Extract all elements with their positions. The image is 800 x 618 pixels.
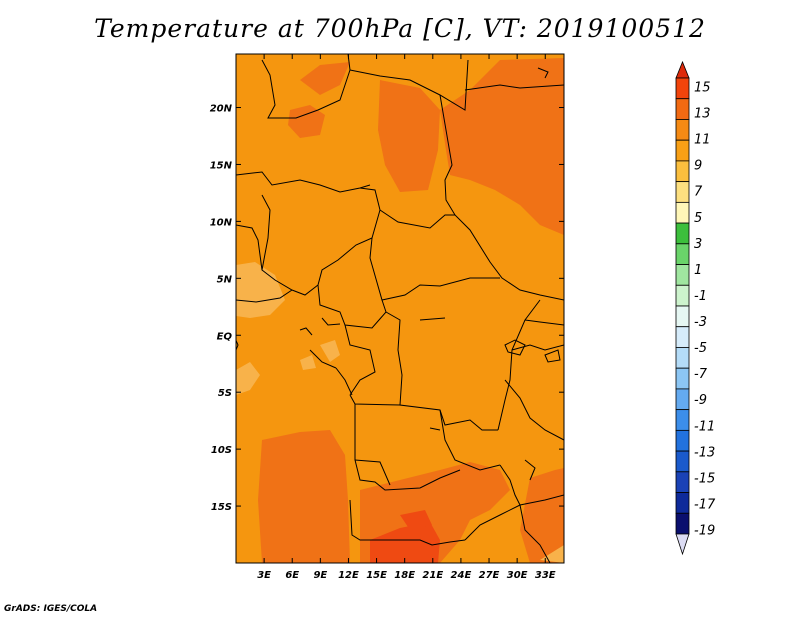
lat-tick-label: 15N <box>210 160 233 171</box>
colorbar-label: -15 <box>694 471 715 486</box>
colorbar-segment <box>675 181 690 203</box>
lat-tick-label: 10N <box>210 217 233 228</box>
colorbar-bottom-arrow <box>675 533 690 556</box>
lon-tick-label: 12E <box>338 570 359 581</box>
colorbar-label: -5 <box>694 341 707 356</box>
lon-tick-label: 18E <box>394 570 415 581</box>
colorbar-label: -7 <box>694 367 708 382</box>
longitude-axis: 3E 6E 9E 12E 15E 18E 21E 24E 27E 30E 33E <box>257 54 556 581</box>
colorbar-label: 13 <box>694 107 711 122</box>
colorbar-label: 7 <box>694 185 703 200</box>
colorbar-segment <box>675 347 690 369</box>
lon-tick-label: 9E <box>313 570 327 581</box>
colorbar-label: -19 <box>694 524 715 539</box>
lon-tick-label: 30E <box>507 570 528 581</box>
lat-tick-label: 5N <box>217 274 233 285</box>
colorbar-label: -9 <box>694 393 707 408</box>
colorbar-label: -17 <box>694 497 716 512</box>
colorbar-segment <box>675 139 690 162</box>
colorbar-segment <box>675 471 690 493</box>
colorbar-label: 1 <box>694 263 702 278</box>
colorbar-segment <box>675 409 690 431</box>
colorbar-segment <box>675 201 690 224</box>
colorbar-label: -13 <box>694 445 715 460</box>
colorbar-segment <box>675 367 690 390</box>
colorbar-segment <box>675 160 690 183</box>
chart-title: Temperature at 700hPa [C], VT: 201910051… <box>94 14 706 43</box>
colorbar-segment <box>675 326 690 348</box>
colorbar: 15 13 11 9 7 5 3 1 -1 -3 -5 -7 -9 -11 -13 -15 -17 -19 <box>675 60 716 556</box>
lat-tick-label: 10S <box>211 445 232 456</box>
lat-tick-label: EQ <box>217 331 233 342</box>
lon-tick-label: 15E <box>366 570 387 581</box>
temperature-field <box>236 54 564 563</box>
colorbar-segment <box>675 264 690 286</box>
footer-credit: GrADS: IGES/COLA <box>4 604 98 614</box>
lon-tick-label: 24E <box>451 570 472 581</box>
colorbar-segment <box>675 429 690 452</box>
lon-tick-label: 21E <box>422 570 443 581</box>
map-frame <box>235 53 565 564</box>
lat-tick-label: 5S <box>218 388 232 399</box>
colorbar-label: 5 <box>694 211 702 226</box>
lon-tick-label: 6E <box>285 570 299 581</box>
lat-tick-label: 20N <box>210 104 233 115</box>
colorbar-label: 9 <box>694 159 702 174</box>
country-borders <box>236 54 564 563</box>
colorbar-label: -11 <box>694 419 715 434</box>
lon-tick-label: 27E <box>479 570 500 581</box>
colorbar-segment <box>675 492 690 514</box>
colorbar-segment <box>675 98 690 120</box>
lon-tick-label: 33E <box>535 570 556 581</box>
colorbar-label: -3 <box>694 315 707 330</box>
colorbar-segment <box>675 77 690 100</box>
latitude-axis: 20N 15N 10N 5N EQ 5S 10S 15S <box>210 104 564 513</box>
colorbar-label: 11 <box>694 133 711 148</box>
colorbar-segment <box>675 243 690 265</box>
colorbar-segment <box>675 388 690 411</box>
colorbar-segment <box>675 284 690 307</box>
colorbar-segment <box>675 305 690 328</box>
colorbar-segment <box>675 512 690 535</box>
colorbar-label: 3 <box>694 237 702 252</box>
colorbar-segment <box>675 450 690 473</box>
colorbar-label: 15 <box>694 81 711 96</box>
colorbar-segment <box>675 119 690 141</box>
colorbar-label: -1 <box>694 289 707 304</box>
colorbar-top-arrow <box>675 60 690 79</box>
lat-tick-label: 15S <box>211 502 232 513</box>
lon-tick-label: 3E <box>257 570 271 581</box>
colorbar-segment <box>675 222 690 245</box>
